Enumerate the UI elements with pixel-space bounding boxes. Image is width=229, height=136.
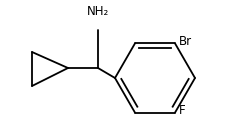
Text: F: F xyxy=(179,104,186,117)
Text: NH₂: NH₂ xyxy=(87,5,109,18)
Text: Br: Br xyxy=(179,35,192,48)
